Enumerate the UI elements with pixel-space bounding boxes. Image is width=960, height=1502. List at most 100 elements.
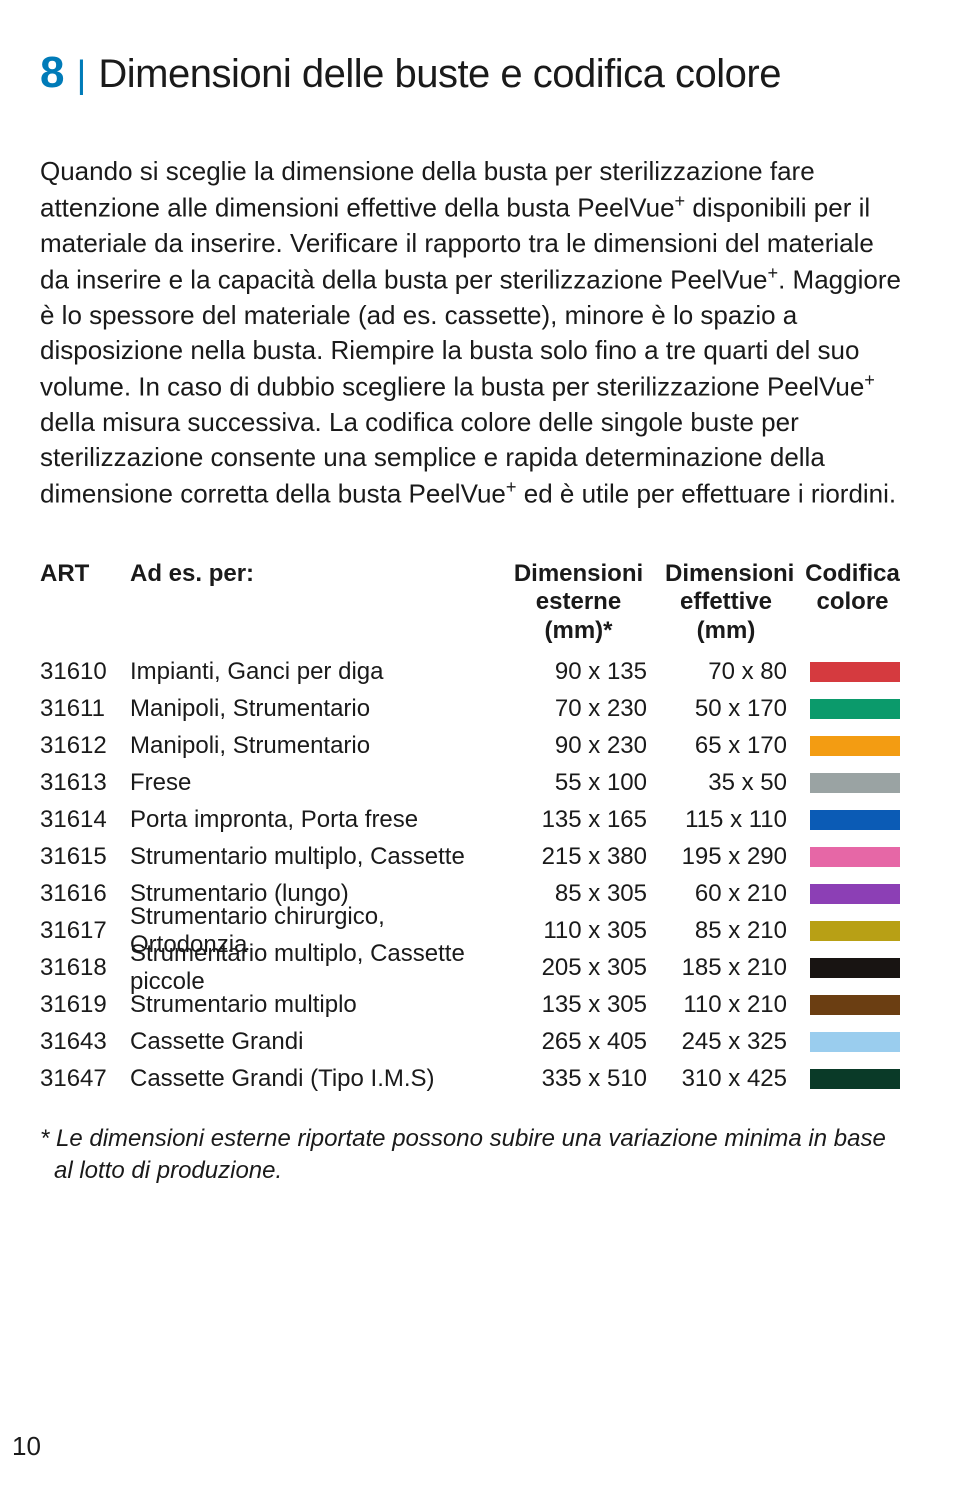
cell-art: 31612 (40, 732, 130, 760)
table-row: 31610Impianti, Ganci per diga90 x 13570 … (40, 656, 904, 688)
header-eff-line: (mm) (665, 617, 787, 646)
cell-art: 31643 (40, 1028, 130, 1056)
cell-description: Strumentario multiplo, Cassette piccole (130, 940, 510, 996)
table-row: 31612Manipoli, Strumentario90 x 23065 x … (40, 730, 904, 762)
cell-color-swatch (805, 810, 900, 830)
table-row: 31611Manipoli, Strumentario70 x 23050 x … (40, 693, 904, 725)
cell-description: Strumentario multiplo, Cassette (130, 843, 510, 871)
cell-color-swatch (805, 699, 900, 719)
color-swatch (810, 662, 900, 682)
cell-color-swatch (805, 884, 900, 904)
cell-effective-dim: 70 x 80 (665, 658, 805, 686)
cell-external-dim: 335 x 510 (510, 1065, 665, 1093)
paragraph-text: ed è utile per effettuare i riordini. (517, 478, 897, 508)
cell-external-dim: 135 x 165 (510, 806, 665, 834)
table-row: 31615Strumentario multiplo, Cassette215 … (40, 841, 904, 873)
section-number: 8 (40, 48, 64, 98)
cell-external-dim: 55 x 100 (510, 769, 665, 797)
cell-description: Porta impronta, Porta frese (130, 806, 510, 834)
cell-effective-dim: 60 x 210 (665, 880, 805, 908)
page: 8 | Dimensioni delle buste e codifica co… (0, 0, 960, 1188)
cell-color-swatch (805, 662, 900, 682)
cell-external-dim: 135 x 305 (510, 991, 665, 1019)
cell-color-swatch (805, 1069, 900, 1089)
header-eff-line: Dimensioni (665, 560, 787, 589)
cell-effective-dim: 35 x 50 (665, 769, 805, 797)
footnote: * Le dimensioni esterne riportate posson… (40, 1123, 904, 1188)
header-eff-line: effettive (665, 588, 787, 617)
cell-color-swatch (805, 1032, 900, 1052)
color-swatch (810, 736, 900, 756)
header-effective-dims: Dimensioni effettive (mm) (665, 560, 805, 646)
cell-external-dim: 110 x 305 (510, 917, 665, 945)
cell-art: 31647 (40, 1065, 130, 1093)
header-desc: Ad es. per: (130, 560, 510, 588)
cell-art: 31610 (40, 658, 130, 686)
header-swatch-line: colore (805, 588, 900, 617)
cell-description: Strumentario multiplo (130, 991, 510, 1019)
section-divider: | (76, 54, 86, 97)
cell-art: 31617 (40, 917, 130, 945)
cell-art: 31616 (40, 880, 130, 908)
color-swatch (810, 847, 900, 867)
cell-color-swatch (805, 773, 900, 793)
header-ext-line: Dimensioni (510, 560, 647, 589)
superscript-plus: + (506, 477, 517, 497)
table-row: 31643Cassette Grandi265 x 405245 x 325 (40, 1026, 904, 1058)
cell-color-swatch (805, 847, 900, 867)
color-swatch (810, 1069, 900, 1089)
cell-description: Manipoli, Strumentario (130, 732, 510, 760)
color-swatch (810, 699, 900, 719)
color-swatch (810, 958, 900, 978)
cell-external-dim: 205 x 305 (510, 954, 665, 982)
color-swatch (810, 773, 900, 793)
table-row: 31614Porta impronta, Porta frese135 x 16… (40, 804, 904, 836)
superscript-plus: + (675, 191, 686, 211)
cell-effective-dim: 65 x 170 (665, 732, 805, 760)
table-body: 31610Impianti, Ganci per diga90 x 13570 … (40, 656, 904, 1095)
cell-effective-dim: 85 x 210 (665, 917, 805, 945)
table-row: 31647Cassette Grandi (Tipo I.M.S)335 x 5… (40, 1063, 904, 1095)
table-row: 31618Strumentario multiplo, Cassette pic… (40, 952, 904, 984)
cell-external-dim: 90 x 135 (510, 658, 665, 686)
cell-description: Cassette Grandi (130, 1028, 510, 1056)
cell-effective-dim: 245 x 325 (665, 1028, 805, 1056)
section-header: 8 | Dimensioni delle buste e codifica co… (40, 48, 904, 98)
dimensions-table: ART Ad es. per: Dimensioni esterne (mm)*… (40, 560, 904, 1095)
cell-color-swatch (805, 958, 900, 978)
cell-art: 31614 (40, 806, 130, 834)
cell-art: 31615 (40, 843, 130, 871)
header-art: ART (40, 560, 130, 588)
superscript-plus: + (767, 263, 778, 283)
intro-paragraph: Quando si sceglie la dimensione della bu… (40, 154, 904, 512)
cell-external-dim: 215 x 380 (510, 843, 665, 871)
cell-art: 31611 (40, 695, 130, 723)
cell-description: Manipoli, Strumentario (130, 695, 510, 723)
cell-external-dim: 265 x 405 (510, 1028, 665, 1056)
header-ext-line: esterne (510, 588, 647, 617)
table-row: 31619Strumentario multiplo135 x 305110 x… (40, 989, 904, 1021)
cell-color-swatch (805, 995, 900, 1015)
color-swatch (810, 921, 900, 941)
cell-description: Impianti, Ganci per diga (130, 658, 510, 686)
color-swatch (810, 810, 900, 830)
color-swatch (810, 995, 900, 1015)
table-header-row: ART Ad es. per: Dimensioni esterne (mm)*… (40, 560, 904, 646)
color-swatch (810, 884, 900, 904)
cell-effective-dim: 110 x 210 (665, 991, 805, 1019)
cell-art: 31613 (40, 769, 130, 797)
header-color-code: Codifica colore (805, 560, 900, 618)
cell-color-swatch (805, 921, 900, 941)
cell-effective-dim: 310 x 425 (665, 1065, 805, 1093)
cell-color-swatch (805, 736, 900, 756)
cell-description: Frese (130, 769, 510, 797)
cell-external-dim: 70 x 230 (510, 695, 665, 723)
cell-effective-dim: 185 x 210 (665, 954, 805, 982)
superscript-plus: + (864, 370, 875, 390)
page-number: 10 (12, 1431, 41, 1462)
cell-effective-dim: 195 x 290 (665, 843, 805, 871)
cell-external-dim: 90 x 230 (510, 732, 665, 760)
color-swatch (810, 1032, 900, 1052)
cell-effective-dim: 115 x 110 (665, 806, 805, 834)
section-title: Dimensioni delle buste e codifica colore (98, 52, 781, 97)
